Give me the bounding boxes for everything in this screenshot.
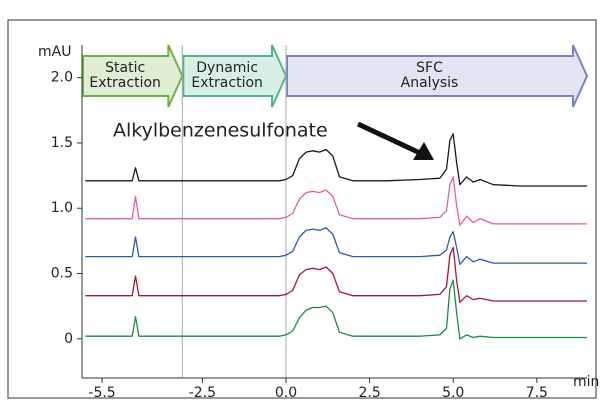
trace <box>85 279 587 340</box>
x-tick-label: -2.5 <box>189 385 216 401</box>
x-tick-label: 0.0 <box>275 385 297 401</box>
y-tick-label: 2.0 <box>51 70 73 86</box>
phase-label: SFC <box>416 60 443 76</box>
trace <box>85 133 587 187</box>
y-tick-label: 0 <box>64 331 73 347</box>
phase-label: Dynamic <box>196 60 258 76</box>
x-tick-label: 5.0 <box>442 385 464 401</box>
y-tick-label: 1.0 <box>51 200 73 216</box>
phase-label: Extraction <box>89 75 160 91</box>
annotation-arrow <box>356 121 424 157</box>
phase-label: Extraction <box>191 75 262 91</box>
trace <box>85 246 587 303</box>
phase-label: Analysis <box>401 75 459 91</box>
x-axis-label: min <box>573 374 599 390</box>
x-tick-label: 2.5 <box>358 385 380 401</box>
trace <box>85 227 587 266</box>
phase-label: Static <box>105 60 145 76</box>
x-tick-label: 7.5 <box>526 385 548 401</box>
trace <box>85 176 587 226</box>
y-axis-label: mAU <box>38 44 71 60</box>
annotation: Alkylbenzenesulfonate <box>113 120 328 142</box>
y-tick-label: 0.5 <box>51 266 73 282</box>
phase-banner <box>182 44 288 108</box>
y-tick-label: 1.5 <box>51 135 73 151</box>
x-tick-label: -5.5 <box>88 385 115 401</box>
frame <box>7 19 597 399</box>
phase-banner <box>82 44 184 108</box>
phase-banner <box>286 44 589 108</box>
annotation-arrowhead <box>413 142 434 160</box>
